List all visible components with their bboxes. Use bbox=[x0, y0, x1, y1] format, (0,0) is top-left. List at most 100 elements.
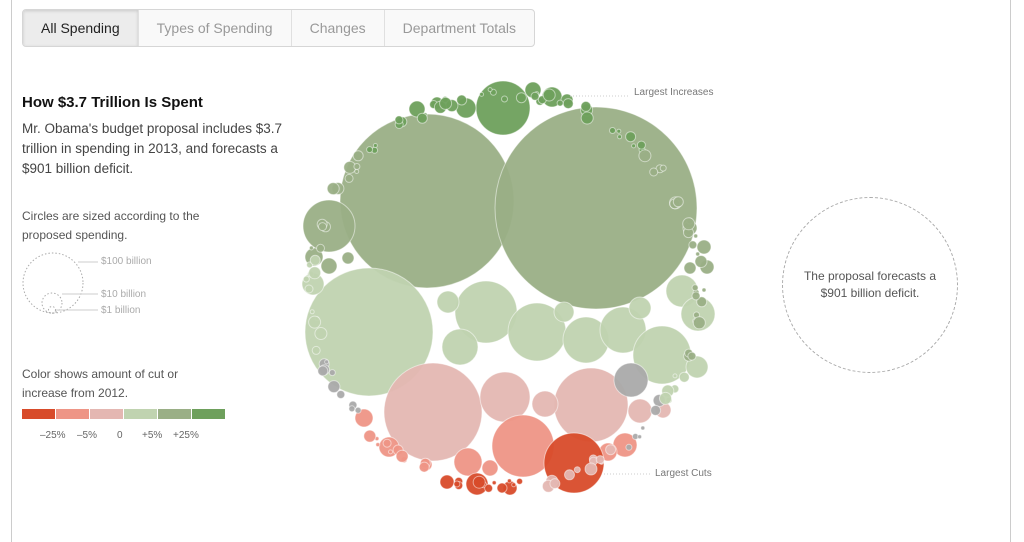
bubble[interactable] bbox=[696, 239, 712, 255]
bubble[interactable] bbox=[394, 115, 404, 125]
bubble[interactable] bbox=[344, 173, 354, 183]
bubble[interactable] bbox=[309, 254, 321, 266]
bubble[interactable] bbox=[327, 380, 341, 394]
bubble[interactable] bbox=[580, 111, 594, 125]
bubble[interactable] bbox=[439, 96, 453, 110]
bubble[interactable] bbox=[308, 266, 322, 280]
bubble[interactable] bbox=[441, 328, 479, 366]
bubble[interactable] bbox=[609, 127, 616, 134]
bubble[interactable] bbox=[416, 112, 428, 124]
bubble[interactable] bbox=[678, 371, 690, 383]
bubble[interactable] bbox=[501, 95, 508, 103]
tab-all-spending[interactable]: All Spending bbox=[23, 10, 138, 46]
bubble[interactable] bbox=[659, 164, 667, 172]
bubble[interactable] bbox=[308, 245, 314, 251]
bubble[interactable] bbox=[352, 150, 364, 162]
bubble[interactable] bbox=[341, 251, 355, 265]
bubble[interactable] bbox=[304, 267, 434, 397]
bubble[interactable] bbox=[636, 140, 646, 150]
bubble[interactable] bbox=[599, 306, 647, 354]
bubble[interactable] bbox=[366, 146, 374, 154]
bubble[interactable] bbox=[694, 255, 708, 268]
bubble[interactable] bbox=[339, 113, 515, 289]
bubble[interactable] bbox=[515, 92, 527, 104]
bubble[interactable] bbox=[692, 316, 706, 330]
bubble[interactable] bbox=[302, 275, 310, 283]
bubble[interactable] bbox=[625, 443, 633, 451]
bubble[interactable] bbox=[418, 461, 430, 473]
bubble[interactable] bbox=[516, 477, 524, 485]
bubble[interactable] bbox=[595, 455, 605, 465]
bubble[interactable] bbox=[308, 315, 322, 329]
bubble[interactable] bbox=[354, 406, 362, 414]
bubble[interactable] bbox=[491, 480, 497, 486]
bubble[interactable] bbox=[637, 434, 643, 440]
bubble[interactable] bbox=[682, 217, 696, 231]
bubble[interactable] bbox=[326, 182, 340, 196]
tab-department-totals[interactable]: Department Totals bbox=[383, 10, 534, 46]
bubble[interactable] bbox=[672, 196, 684, 208]
bubble[interactable] bbox=[353, 163, 361, 170]
bubble[interactable] bbox=[613, 362, 649, 398]
bubble[interactable] bbox=[685, 355, 709, 379]
bubble[interactable] bbox=[531, 390, 559, 418]
bubble[interactable] bbox=[625, 131, 637, 143]
bubble[interactable] bbox=[688, 240, 698, 250]
bubble[interactable] bbox=[650, 404, 662, 416]
bubble[interactable] bbox=[382, 438, 392, 448]
bubble[interactable] bbox=[628, 296, 652, 320]
bubble[interactable] bbox=[317, 365, 329, 377]
bubble[interactable] bbox=[696, 296, 708, 308]
bubble[interactable] bbox=[453, 480, 461, 488]
bubble[interactable] bbox=[649, 167, 659, 177]
bubble[interactable] bbox=[542, 88, 556, 102]
tab-changes[interactable]: Changes bbox=[290, 10, 384, 46]
tab-types-of-spending[interactable]: Types of Spending bbox=[137, 10, 291, 46]
bubble[interactable] bbox=[617, 134, 623, 140]
bubble[interactable] bbox=[456, 94, 468, 106]
bubble[interactable] bbox=[553, 301, 575, 323]
bubble[interactable] bbox=[631, 143, 637, 149]
bubble[interactable] bbox=[556, 99, 564, 107]
bubble[interactable] bbox=[605, 444, 617, 456]
bubble[interactable] bbox=[475, 80, 531, 136]
bubble[interactable] bbox=[506, 478, 512, 484]
bubble[interactable] bbox=[348, 405, 356, 413]
bubble[interactable] bbox=[363, 429, 377, 443]
bubble[interactable] bbox=[530, 91, 540, 101]
bubble[interactable] bbox=[324, 359, 330, 365]
bubble[interactable] bbox=[372, 143, 378, 148]
bubble[interactable] bbox=[436, 290, 460, 314]
bubble[interactable] bbox=[395, 449, 409, 463]
bubble[interactable] bbox=[439, 474, 455, 490]
bubble[interactable] bbox=[472, 475, 486, 489]
bubble[interactable] bbox=[304, 284, 314, 294]
bubble[interactable] bbox=[354, 169, 360, 174]
bubble[interactable] bbox=[484, 483, 494, 493]
bubble[interactable] bbox=[383, 362, 483, 462]
bubble[interactable] bbox=[638, 149, 652, 163]
bubble[interactable] bbox=[616, 128, 622, 134]
bubble[interactable] bbox=[562, 98, 574, 110]
bubble[interactable] bbox=[453, 447, 483, 477]
bubble[interactable] bbox=[580, 100, 592, 112]
bubble[interactable] bbox=[683, 261, 697, 275]
bubble[interactable] bbox=[494, 106, 698, 310]
bubble[interactable] bbox=[693, 233, 699, 239]
bubble[interactable] bbox=[311, 345, 321, 355]
bubble[interactable] bbox=[479, 91, 485, 97]
bubble[interactable] bbox=[309, 309, 315, 315]
bubble[interactable] bbox=[672, 373, 678, 379]
bubble[interactable] bbox=[320, 257, 338, 275]
bubble[interactable] bbox=[584, 462, 598, 476]
bubble[interactable] bbox=[479, 371, 531, 423]
bubble[interactable] bbox=[543, 432, 605, 494]
bubble[interactable] bbox=[496, 482, 508, 494]
bubble[interactable] bbox=[691, 284, 699, 292]
bubble[interactable] bbox=[375, 442, 381, 448]
bubble[interactable] bbox=[687, 351, 697, 361]
bubble[interactable] bbox=[659, 391, 672, 405]
bubble[interactable] bbox=[691, 291, 701, 301]
bubble[interactable] bbox=[481, 459, 499, 477]
bubble[interactable] bbox=[511, 482, 517, 488]
